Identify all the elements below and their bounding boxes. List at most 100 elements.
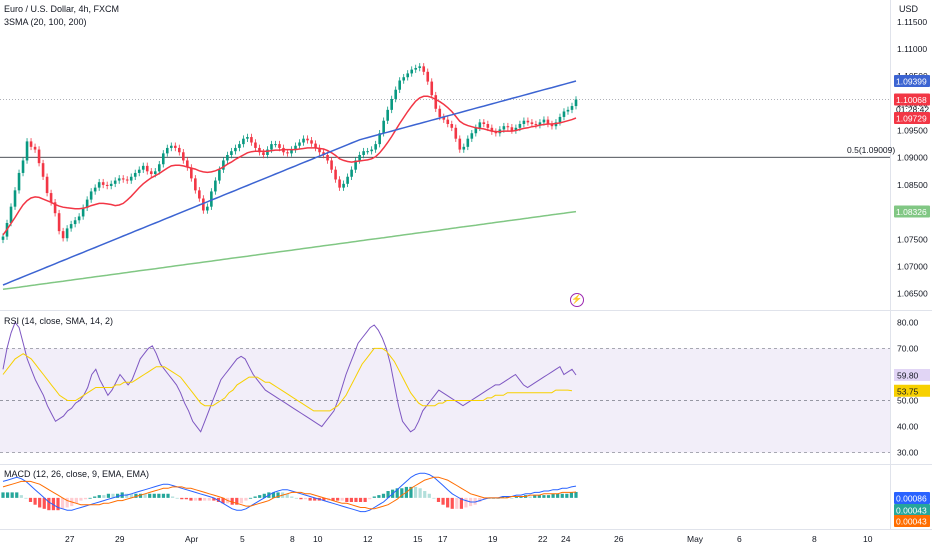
macd-histogram-bar <box>308 497 312 501</box>
badge-sma-100: 1.09399 <box>896 77 927 87</box>
time-tick-label: 5 <box>240 534 245 544</box>
last-price-badge: 1.10068 <box>896 95 927 105</box>
candle <box>502 126 506 130</box>
candle <box>526 120 530 123</box>
candle <box>290 149 293 154</box>
candle <box>414 67 418 70</box>
macd-histogram-bar <box>395 488 399 498</box>
candle <box>342 183 345 188</box>
candle <box>186 160 189 168</box>
macd-histogram-bar <box>198 497 202 501</box>
macd-histogram-bar <box>161 493 166 498</box>
candle <box>446 119 450 124</box>
macd-histogram-bar <box>5 492 10 498</box>
candle <box>310 140 313 144</box>
candle <box>362 151 365 155</box>
candle <box>454 127 458 139</box>
macd-histogram-bar <box>340 497 344 501</box>
macd-histogram-bar <box>450 497 454 509</box>
time-tick-label: 10 <box>863 534 873 544</box>
macd-histogram-bar <box>331 497 335 501</box>
candle <box>242 138 245 145</box>
candle <box>77 216 81 221</box>
badge-sma-200-bg <box>894 205 930 218</box>
candle <box>542 119 546 123</box>
candle <box>29 141 33 147</box>
macd-histogram-bar <box>28 497 33 502</box>
candle <box>234 147 237 152</box>
macd-histogram-bar <box>409 486 413 498</box>
macd-histogram-bar <box>528 496 532 498</box>
macd-histogram-bar <box>106 493 111 498</box>
macd-histogram-bar <box>446 497 450 508</box>
candle <box>390 98 393 110</box>
rsi-tick-label: 50.00 <box>897 396 919 406</box>
candle <box>53 202 57 214</box>
badge-sma-20-bg <box>894 112 930 125</box>
candle <box>246 137 249 139</box>
candle <box>41 163 45 177</box>
candle <box>73 220 77 225</box>
price-tick-label: 1.07500 <box>897 234 928 244</box>
candle <box>97 182 101 188</box>
macd-badge-bg <box>894 504 930 516</box>
macd-histogram-bar <box>143 493 147 498</box>
indicator-legend[interactable]: 3SMA (20, 100, 200) <box>4 17 87 27</box>
macd-histogram-bar <box>134 493 138 498</box>
macd-histogram-bar <box>175 497 179 499</box>
candle <box>210 191 213 207</box>
candle <box>33 146 37 150</box>
macd-histogram-bar <box>349 497 353 502</box>
candle <box>566 109 570 112</box>
macd-histogram-bar <box>56 497 60 511</box>
macd-histogram-bar <box>171 496 175 498</box>
badge-sma-20: 1.09729 <box>896 114 927 124</box>
candle <box>25 141 29 161</box>
candle <box>238 144 241 148</box>
macd-histogram-bar <box>336 497 340 501</box>
macd-panel-label[interactable]: MACD (12, 26, close, 9, EMA, EMA) <box>4 469 150 479</box>
candle <box>378 133 381 145</box>
macd-histogram-bar <box>244 497 248 501</box>
macd-histogram-bar <box>368 497 372 500</box>
macd-histogram-bar <box>216 497 221 502</box>
macd-histogram-bar <box>565 493 569 498</box>
candle <box>398 80 401 90</box>
badge-sma-200: 1.08326 <box>896 207 927 217</box>
macd-histogram-bar <box>10 492 14 498</box>
macd-histogram-bar <box>400 488 404 498</box>
candle <box>354 160 357 170</box>
lightning-icon[interactable]: ⚡ <box>570 293 584 307</box>
macd-histogram-bar <box>441 497 445 505</box>
candle <box>538 122 542 126</box>
candle <box>518 124 522 128</box>
candle <box>161 153 165 165</box>
candle <box>514 127 518 131</box>
candle <box>17 172 21 191</box>
macd-histogram-bar <box>285 493 289 498</box>
candle <box>81 207 85 217</box>
candle <box>530 122 534 124</box>
macd-histogram-bar <box>1 492 5 498</box>
macd-histogram-bar <box>207 497 211 501</box>
candle <box>470 133 474 139</box>
candle <box>286 152 289 154</box>
candle <box>494 131 498 134</box>
macd-histogram-bar <box>519 496 523 498</box>
candle <box>49 193 53 203</box>
rsi-panel-label[interactable]: RSI (14, close, SMA, 14, 2) <box>4 316 114 326</box>
macd-histogram-bar <box>88 497 92 499</box>
macd-histogram-bar <box>125 493 129 498</box>
candle <box>278 144 281 148</box>
macd-histogram-bar <box>47 497 51 511</box>
candle <box>522 120 526 124</box>
candle <box>550 124 554 127</box>
macd-histogram-bar <box>65 497 69 508</box>
candle <box>478 122 482 128</box>
macd-histogram-bar <box>542 495 546 498</box>
macd-histogram-bar <box>19 495 23 498</box>
macd-histogram-bar <box>560 493 564 498</box>
macd-histogram-bar <box>546 495 551 498</box>
macd-histogram-bar <box>97 495 101 498</box>
